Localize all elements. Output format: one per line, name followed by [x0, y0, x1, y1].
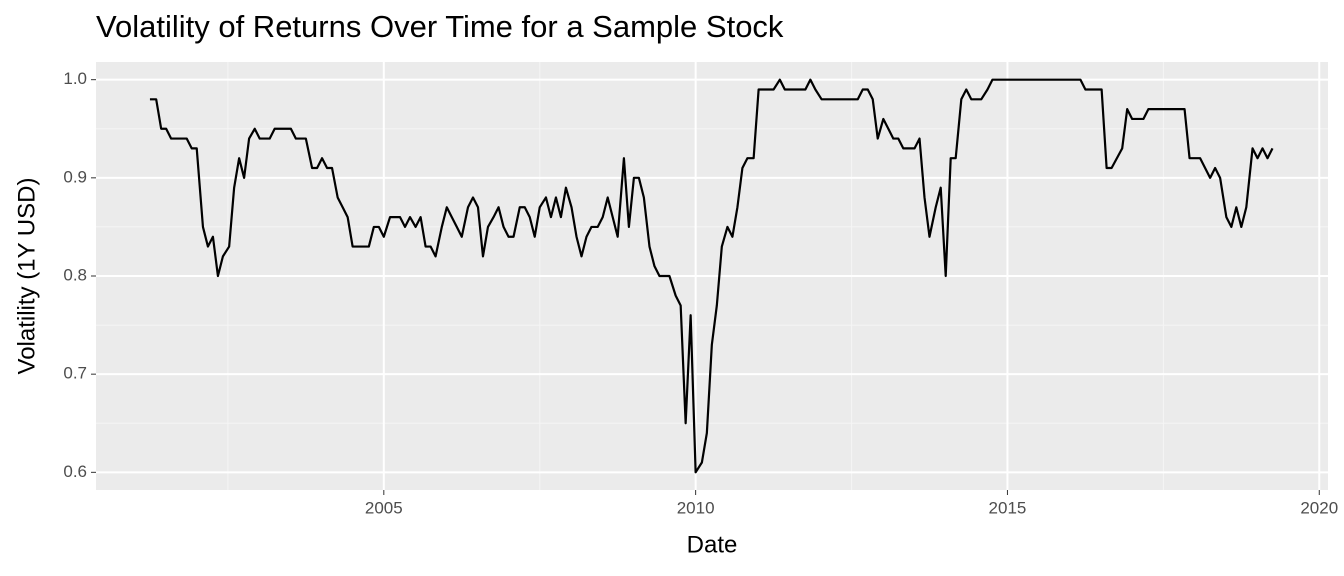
y-tick-label: 0.9 [63, 167, 87, 186]
x-axis-title: Date [687, 531, 738, 558]
x-tick-label: 2020 [1300, 498, 1338, 517]
y-tick-label: 0.7 [63, 364, 87, 383]
y-tick-label: 0.6 [63, 462, 87, 481]
x-tick-label: 2005 [365, 498, 403, 517]
x-tick-label: 2015 [989, 498, 1027, 517]
y-tick-label: 0.8 [63, 265, 87, 284]
grid [91, 62, 1328, 495]
y-axis-title: Volatility (1Y USD) [13, 178, 40, 375]
x-tick-label: 2010 [677, 498, 715, 517]
chart-title: Volatility of Returns Over Time for a Sa… [96, 9, 784, 44]
line [149, 78, 1274, 474]
marks [149, 78, 1274, 474]
y-tick-label: 1.0 [63, 69, 87, 88]
